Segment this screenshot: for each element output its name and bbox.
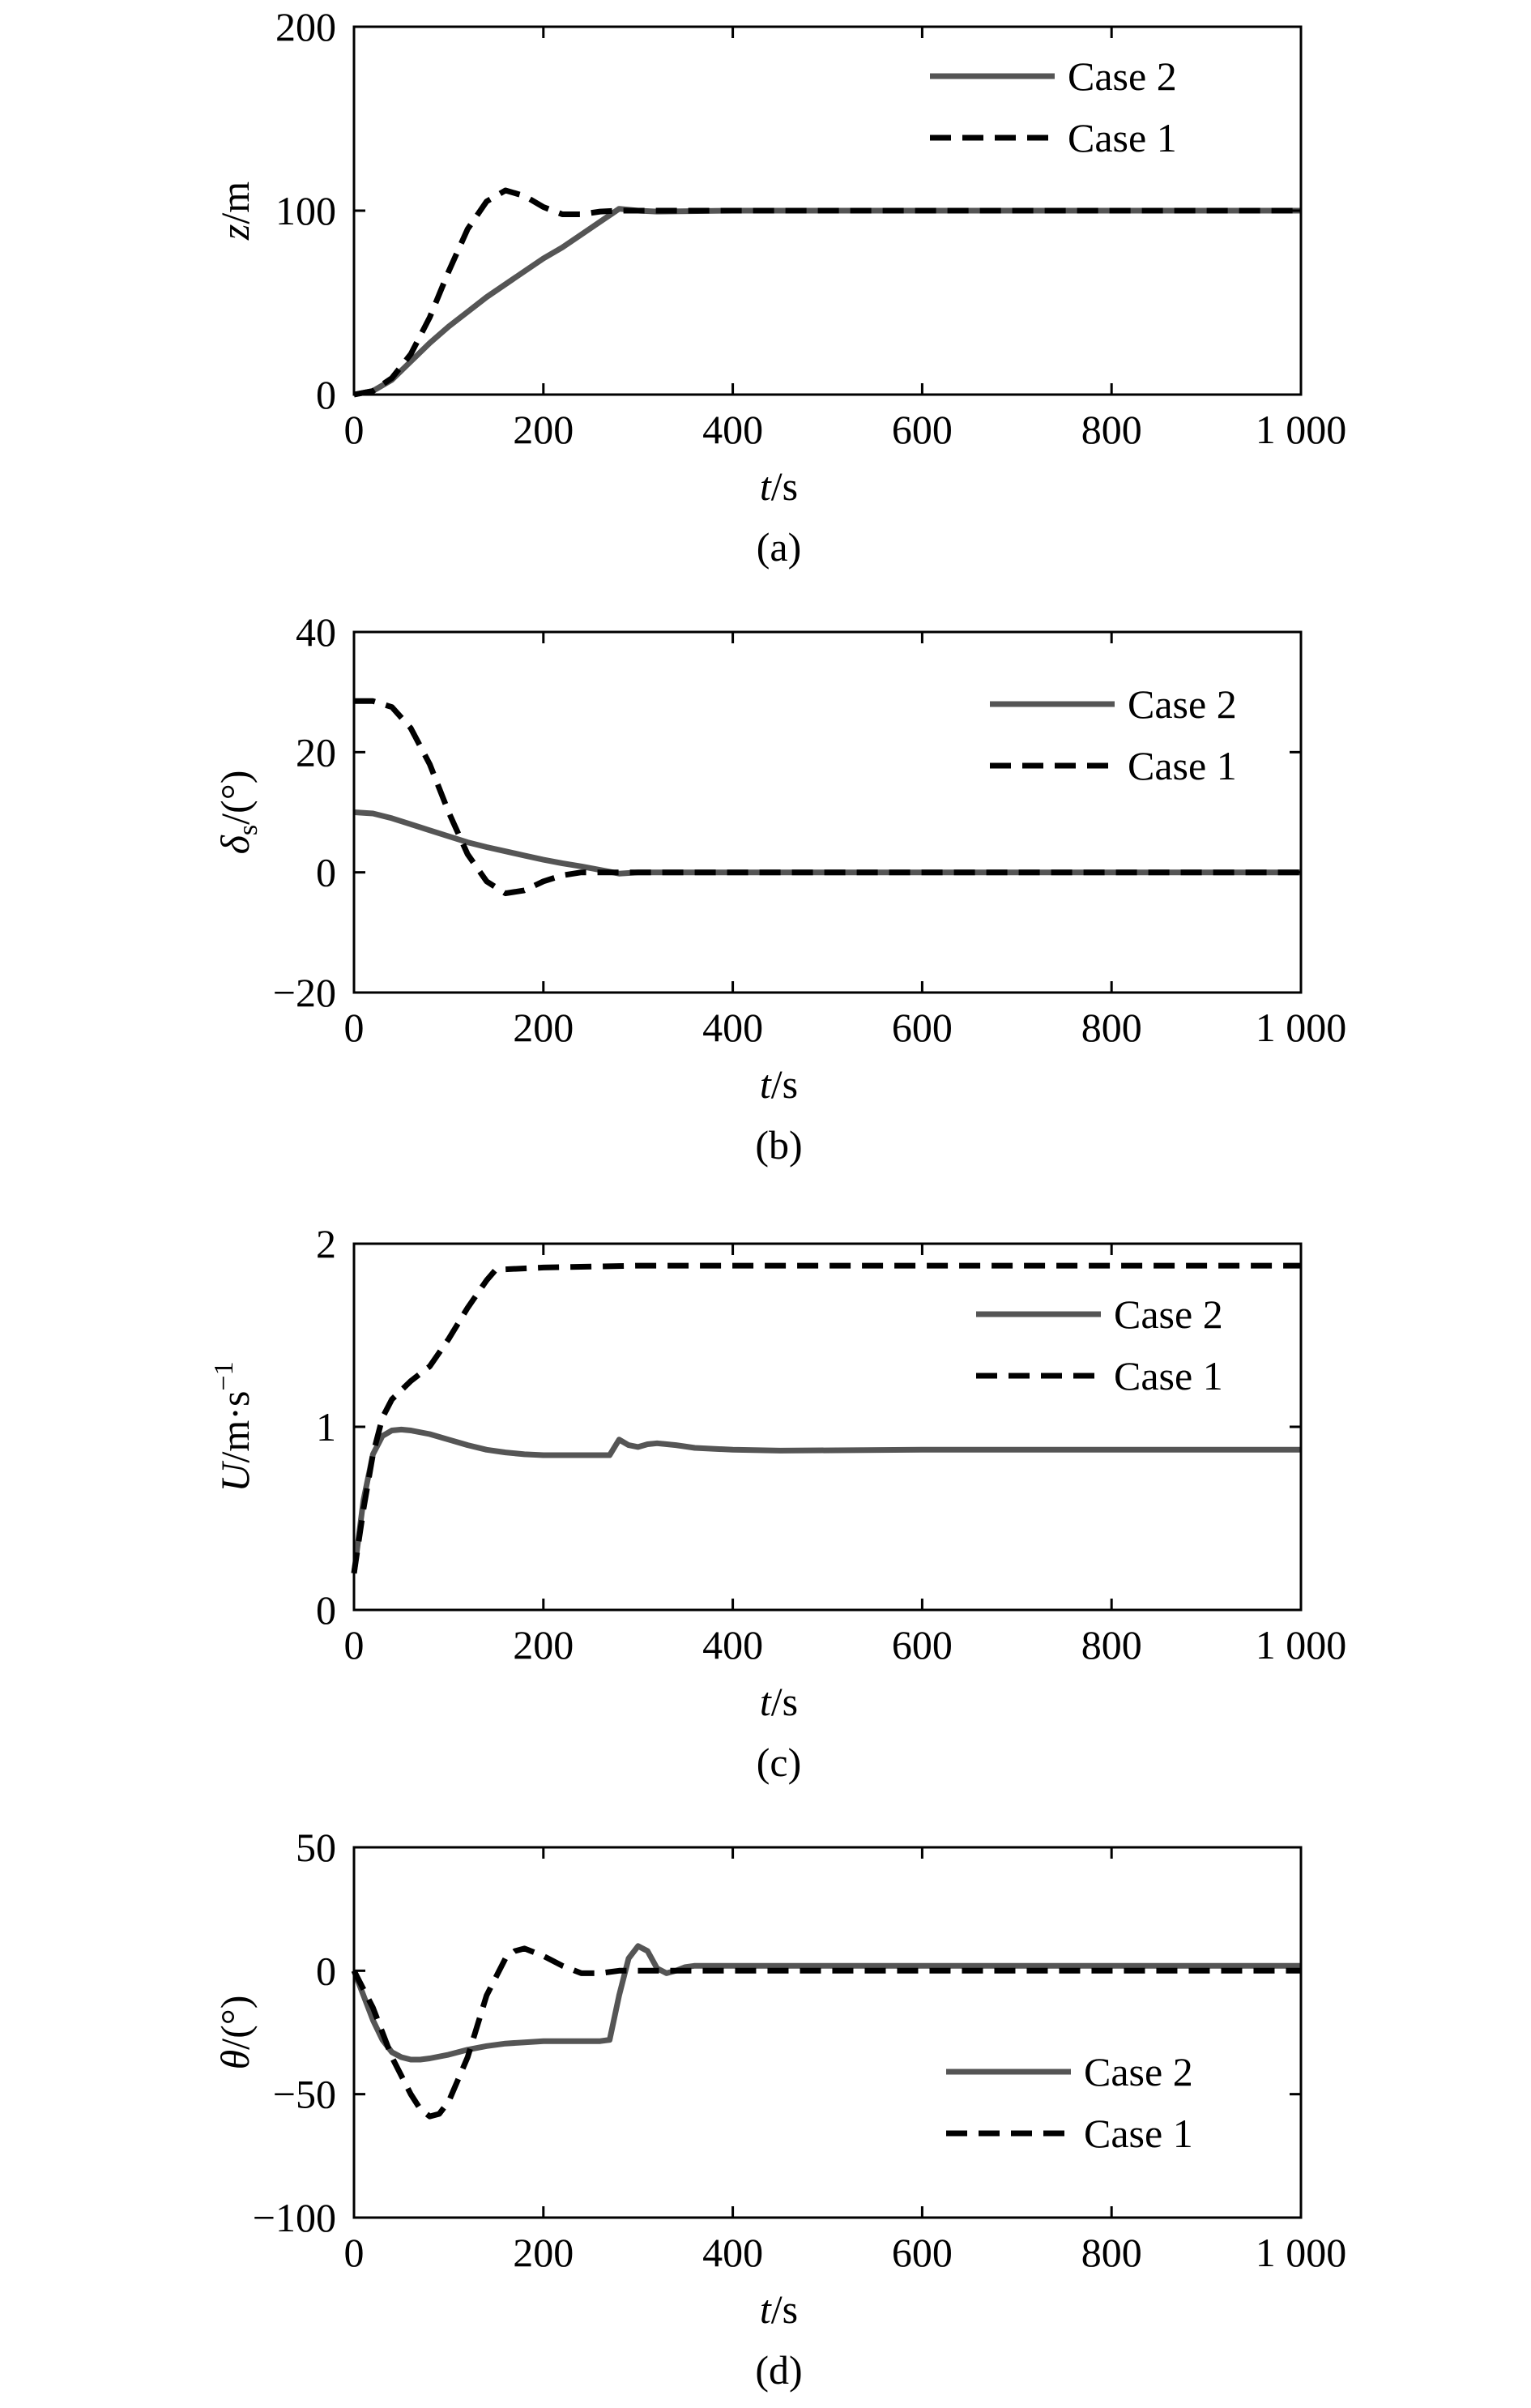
series-line-case-1 <box>351 1945 1301 2120</box>
x-tick-label: 600 <box>892 2230 953 2275</box>
x-tick-label: 600 <box>892 1005 953 1050</box>
x-tick-label: 400 <box>702 2230 763 2275</box>
y-tick-label: −50 <box>273 2072 336 2117</box>
legend-label-case-1: Case 1 <box>1068 115 1177 160</box>
chart-panel-4: 0 200 400 600 800 1 000 −100 −50 0 50 t/s (d) θ/(°) C… <box>212 1825 1346 2393</box>
series-line-case-2 <box>351 1943 1301 2063</box>
x-tick-label: 1 000 <box>1256 407 1347 452</box>
y-tick-label: 0 <box>316 850 336 895</box>
x-axis-label: t/s <box>760 2286 798 2332</box>
x-tick-label: 200 <box>513 1005 574 1050</box>
chart-panel-2: 0 200 400 600 800 1 000−2002040t/s(b)δs/(°)Ca… <box>212 609 1346 1168</box>
y-tick-label: 200 <box>275 4 336 49</box>
series-line-case-1 <box>354 698 1301 897</box>
y-tick-label: 0 <box>316 372 336 417</box>
axes-frame <box>352 1846 1303 2219</box>
panel-caption: (c) <box>757 1740 802 1785</box>
x-tick-label: 600 <box>892 407 953 452</box>
series-line-case-2 <box>353 206 1301 398</box>
series-line-case-1 <box>351 1262 1301 1574</box>
y-tick-label: 40 <box>296 609 336 655</box>
y-tick-label: 1 <box>316 1404 336 1449</box>
y-axis-label: δs/(°) <box>212 771 263 855</box>
y-tick-label: 100 <box>275 188 336 233</box>
y-axis-label: θ/(°) <box>212 1996 258 2070</box>
legend-label-case-2: Case 2 <box>1068 53 1177 99</box>
chart-panel-3: 0 200 400 600 800 1 000 0 1 2 t/s (c) U/m·s−1 Case 2… <box>209 1221 1346 1785</box>
axes-frame <box>352 630 1303 994</box>
x-tick-label: 0 <box>344 1005 365 1050</box>
x-tick-label: 1 000 <box>1256 1005 1347 1050</box>
chart-panel-1: 0 200 400 600 800 1 000 0 100 200 t/s (a) z/m Case 2… <box>212 4 1346 570</box>
panel-caption: (d) <box>755 2347 802 2393</box>
x-axis-label: t/s <box>760 463 798 509</box>
y-axis-label: z/m <box>212 181 258 241</box>
x-axis-label: t/s <box>760 1679 798 1724</box>
x-axis-label: t/s <box>760 1061 798 1107</box>
series-line-case-2 <box>351 1426 1301 1574</box>
x-tick-label: 200 <box>513 2230 574 2275</box>
legend-label-case-1: Case 1 <box>1114 1353 1223 1398</box>
y-tick-label: −20 <box>273 970 336 1015</box>
y-tick-label: 0 <box>316 1587 336 1633</box>
x-tick-label: 400 <box>702 407 763 452</box>
x-tick-label: 200 <box>513 407 574 452</box>
x-tick-label: 800 <box>1081 2230 1142 2275</box>
panel-caption: (b) <box>755 1122 802 1168</box>
y-tick-label: 20 <box>296 729 336 775</box>
y-tick-label: −100 <box>253 2195 336 2240</box>
series-line-case-2 <box>353 809 1301 877</box>
x-tick-label: 400 <box>702 1622 763 1667</box>
panel-caption: (a) <box>757 524 802 570</box>
legend-label-case-2: Case 2 <box>1128 681 1237 727</box>
x-tick-label: 1 000 <box>1256 1622 1347 1667</box>
legend-label-case-2: Case 2 <box>1114 1292 1223 1337</box>
legend-label-case-1: Case 1 <box>1084 2111 1193 2156</box>
x-tick-label: 600 <box>892 1622 953 1667</box>
y-axis-label: U/m·s−1 <box>209 1361 258 1492</box>
x-tick-label: 800 <box>1081 1005 1142 1050</box>
x-tick-label: 0 <box>344 1622 365 1667</box>
y-tick-label: 0 <box>316 1948 336 1993</box>
legend-label-case-2: Case 2 <box>1084 2049 1193 2094</box>
series-line-case-1 <box>353 187 1301 398</box>
legend-label-case-1: Case 1 <box>1128 743 1237 788</box>
x-tick-label: 0 <box>344 407 365 452</box>
x-tick-label: 0 <box>344 2230 365 2275</box>
x-tick-label: 1 000 <box>1256 2230 1347 2275</box>
y-tick-label: 50 <box>296 1825 336 1870</box>
y-tick-label: 2 <box>316 1221 336 1266</box>
x-tick-label: 200 <box>513 1622 574 1667</box>
x-tick-label: 800 <box>1081 407 1142 452</box>
x-tick-label: 400 <box>702 1005 763 1050</box>
x-tick-label: 800 <box>1081 1622 1142 1667</box>
